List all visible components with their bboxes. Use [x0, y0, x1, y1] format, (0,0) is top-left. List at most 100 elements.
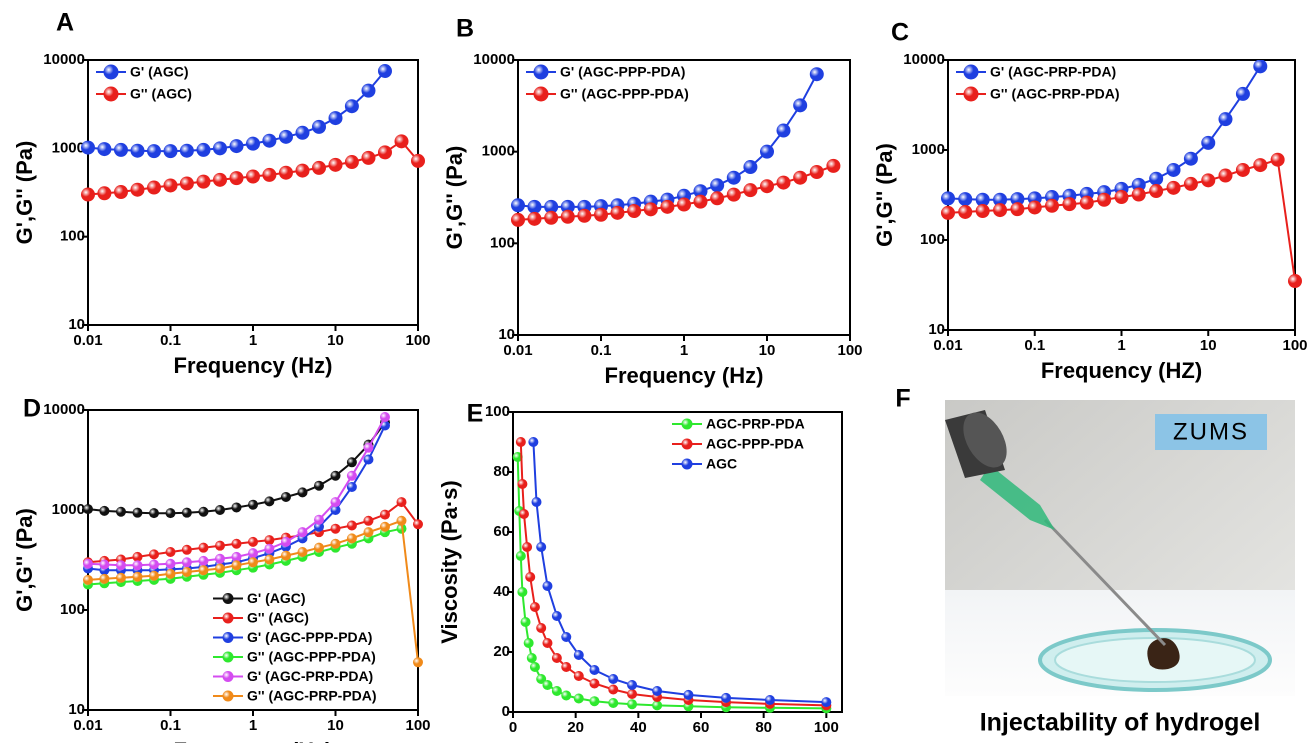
data-point — [542, 638, 553, 648]
data-point — [248, 536, 258, 547]
series-line — [87, 70, 386, 153]
data-point — [394, 134, 409, 149]
data-point — [115, 560, 126, 571]
data-point — [278, 165, 293, 180]
data-point — [577, 208, 592, 223]
y-axis-label: G',G'' (Pa) — [442, 146, 467, 250]
data-point — [280, 536, 291, 547]
data-point — [793, 170, 808, 185]
x-tick-label: 0.1 — [160, 332, 181, 349]
data-point — [608, 674, 619, 684]
data-point — [589, 678, 600, 689]
data-point — [280, 491, 291, 502]
x-tick-label: 0.01 — [503, 342, 532, 359]
data-point — [522, 542, 533, 552]
panel-label: E — [467, 400, 484, 428]
data-point — [132, 571, 143, 582]
data-point — [229, 171, 244, 186]
data-point — [181, 544, 192, 555]
data-point — [573, 650, 584, 660]
y-tick-label: 10 — [68, 316, 85, 333]
x-tick-label: 1 — [1117, 337, 1125, 354]
sign-text: ZUMS — [1173, 418, 1249, 445]
data-point — [280, 550, 291, 561]
sign-background — [1155, 414, 1267, 450]
data-point — [627, 204, 642, 219]
y-tick-label: 10000 — [43, 401, 85, 418]
photo — [945, 400, 1295, 696]
data-point — [231, 538, 242, 549]
y-tick-label: 100 — [60, 228, 85, 245]
legend-marker — [222, 690, 234, 702]
x-tick-label: 1 — [249, 332, 257, 349]
y-tick-label: 40 — [493, 583, 510, 600]
data-point — [1183, 176, 1198, 191]
data-point — [652, 700, 663, 711]
data-point — [1270, 152, 1285, 167]
data-point — [214, 540, 225, 551]
data-point — [379, 521, 390, 532]
legend-marker — [963, 86, 979, 102]
plot-area — [512, 437, 832, 714]
data-point — [115, 572, 126, 583]
data-point — [196, 142, 211, 157]
data-point — [710, 178, 725, 193]
data-point — [525, 572, 536, 582]
data-point — [363, 442, 374, 453]
y-axis-label: Viscosity (Pa·s) — [437, 480, 462, 643]
data-point — [1149, 184, 1164, 199]
data-point — [561, 632, 572, 642]
legend-label: G' (AGC-PRP-PDA) — [990, 64, 1116, 80]
x-tick-label: 0.01 — [73, 332, 102, 349]
data-point — [361, 150, 376, 165]
data-point — [330, 505, 341, 515]
y-tick-label: 1000 — [52, 139, 85, 156]
data-point — [130, 182, 145, 197]
data-point — [212, 172, 227, 187]
data-point — [297, 547, 308, 558]
data-point — [149, 570, 160, 581]
data-point — [346, 533, 357, 544]
data-point — [262, 133, 277, 148]
data-point — [264, 543, 275, 554]
data-point — [113, 185, 128, 200]
data-point — [764, 695, 775, 705]
data-point — [214, 505, 225, 515]
data-point — [809, 165, 824, 180]
series-line — [87, 421, 386, 515]
data-point — [264, 554, 275, 565]
y-axis-label: G',G'' (Pa) — [872, 143, 897, 247]
data-point — [1062, 197, 1077, 212]
data-point — [181, 507, 192, 518]
data-point — [198, 565, 209, 576]
data-point — [693, 194, 708, 209]
data-point — [97, 186, 112, 201]
x-tick-label: 10 — [1200, 337, 1217, 354]
x-tick-label: 100 — [814, 719, 839, 736]
data-point — [346, 470, 357, 481]
legend-label: G' (AGC) — [130, 64, 189, 80]
series-line — [947, 158, 1296, 282]
data-point — [295, 163, 310, 178]
data-point — [589, 696, 600, 707]
data-point — [1131, 177, 1146, 192]
data-point — [531, 497, 542, 507]
data-point — [149, 549, 160, 560]
data-point — [743, 160, 758, 175]
data-point — [760, 179, 774, 194]
data-point — [1114, 190, 1129, 205]
data-point — [512, 452, 523, 462]
data-point — [165, 508, 176, 519]
data-point — [560, 199, 575, 214]
plot-area — [81, 64, 425, 202]
data-point — [396, 497, 407, 508]
panel-label: B — [456, 15, 474, 43]
data-point — [363, 515, 374, 526]
data-point — [214, 563, 225, 574]
legend-marker — [681, 418, 693, 430]
data-point — [163, 144, 178, 159]
data-point — [660, 199, 675, 214]
legend-marker — [103, 64, 119, 80]
data-point — [396, 515, 407, 526]
data-point — [958, 204, 973, 219]
